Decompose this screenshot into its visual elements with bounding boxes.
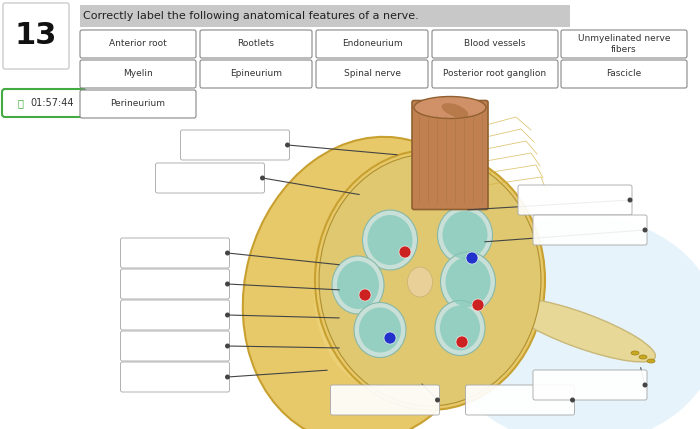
Text: Perineurium: Perineurium: [111, 100, 165, 109]
FancyBboxPatch shape: [120, 331, 230, 361]
Ellipse shape: [631, 351, 639, 355]
Circle shape: [225, 344, 230, 348]
Circle shape: [472, 299, 484, 311]
Circle shape: [570, 398, 575, 402]
Ellipse shape: [407, 267, 433, 297]
Circle shape: [456, 336, 468, 348]
Circle shape: [384, 332, 396, 344]
Ellipse shape: [440, 215, 700, 429]
Ellipse shape: [414, 97, 486, 118]
Ellipse shape: [435, 300, 485, 356]
Ellipse shape: [647, 359, 655, 363]
Text: 13: 13: [15, 21, 57, 51]
Circle shape: [225, 312, 230, 317]
Ellipse shape: [354, 302, 406, 357]
Ellipse shape: [445, 257, 491, 307]
Text: Rootlets: Rootlets: [237, 39, 274, 48]
FancyBboxPatch shape: [2, 89, 86, 117]
FancyBboxPatch shape: [518, 185, 632, 215]
Ellipse shape: [440, 305, 480, 350]
Circle shape: [466, 252, 478, 264]
Text: Fascicle: Fascicle: [606, 69, 642, 79]
Circle shape: [225, 251, 230, 256]
FancyBboxPatch shape: [120, 238, 230, 268]
FancyBboxPatch shape: [561, 60, 687, 88]
Ellipse shape: [332, 256, 384, 314]
Ellipse shape: [438, 206, 493, 264]
Circle shape: [399, 246, 411, 258]
FancyBboxPatch shape: [533, 215, 647, 245]
Text: ⏳: ⏳: [17, 98, 23, 108]
Ellipse shape: [319, 154, 541, 406]
FancyBboxPatch shape: [80, 60, 196, 88]
FancyBboxPatch shape: [120, 300, 230, 330]
FancyBboxPatch shape: [316, 60, 428, 88]
Ellipse shape: [243, 137, 497, 429]
Ellipse shape: [442, 211, 487, 259]
FancyBboxPatch shape: [80, 5, 570, 27]
FancyBboxPatch shape: [533, 370, 647, 400]
FancyBboxPatch shape: [432, 30, 558, 58]
FancyBboxPatch shape: [181, 130, 290, 160]
Circle shape: [643, 227, 648, 233]
FancyBboxPatch shape: [412, 100, 488, 209]
FancyBboxPatch shape: [80, 30, 196, 58]
Ellipse shape: [315, 150, 545, 410]
FancyBboxPatch shape: [120, 269, 230, 299]
Text: Epineurium: Epineurium: [230, 69, 282, 79]
FancyBboxPatch shape: [316, 30, 428, 58]
Text: Posterior root ganglion: Posterior root ganglion: [443, 69, 547, 79]
Text: Blood vessels: Blood vessels: [464, 39, 526, 48]
Ellipse shape: [337, 261, 379, 309]
Text: Endoneurium: Endoneurium: [342, 39, 402, 48]
Ellipse shape: [363, 210, 417, 270]
Circle shape: [225, 375, 230, 380]
FancyBboxPatch shape: [80, 90, 196, 118]
Circle shape: [225, 281, 230, 287]
FancyBboxPatch shape: [466, 385, 575, 415]
FancyBboxPatch shape: [561, 30, 687, 58]
Ellipse shape: [314, 161, 476, 389]
Text: Myelin: Myelin: [123, 69, 153, 79]
Ellipse shape: [505, 298, 655, 362]
Ellipse shape: [639, 355, 647, 359]
FancyBboxPatch shape: [120, 362, 230, 392]
Ellipse shape: [440, 252, 496, 312]
Text: Spinal nerve: Spinal nerve: [344, 69, 400, 79]
FancyBboxPatch shape: [155, 163, 265, 193]
Circle shape: [260, 175, 265, 181]
Circle shape: [359, 289, 371, 301]
Text: Unmyelinated nerve
fibers: Unmyelinated nerve fibers: [578, 34, 671, 54]
FancyBboxPatch shape: [200, 30, 312, 58]
Circle shape: [627, 197, 633, 202]
Text: Anterior root: Anterior root: [109, 39, 167, 48]
FancyBboxPatch shape: [330, 385, 440, 415]
FancyBboxPatch shape: [200, 60, 312, 88]
Text: Correctly label the following anatomical features of a nerve.: Correctly label the following anatomical…: [83, 11, 419, 21]
Ellipse shape: [359, 308, 401, 353]
Circle shape: [285, 142, 290, 148]
Text: 01:57:44: 01:57:44: [30, 98, 74, 108]
Circle shape: [435, 398, 440, 402]
Ellipse shape: [442, 103, 468, 118]
FancyBboxPatch shape: [432, 60, 558, 88]
Circle shape: [643, 383, 648, 387]
FancyBboxPatch shape: [3, 3, 69, 69]
Ellipse shape: [368, 215, 412, 265]
